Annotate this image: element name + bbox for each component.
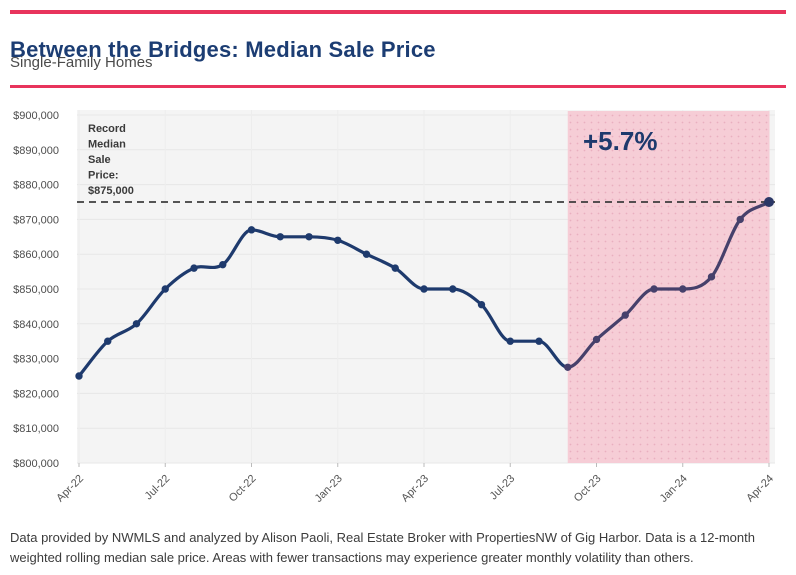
data-point: [305, 233, 313, 241]
data-point: [707, 273, 716, 281]
data-point: [132, 320, 141, 328]
y-tick-label: $810,000: [13, 423, 59, 435]
data-point: [449, 285, 457, 293]
data-point: [190, 264, 198, 272]
y-tick-label: $800,000: [13, 458, 59, 470]
source-attribution: Data provided by NWMLS and analyzed by A…: [10, 528, 792, 568]
data-point: [104, 337, 112, 345]
percent-change-label: +5.7%: [583, 126, 657, 156]
x-tick-label: Apr-24: [744, 473, 776, 505]
x-tick-label: Oct-23: [572, 473, 604, 505]
x-axis-labels: Apr-22 Jul-22 Oct-22 Jan-23 Apr-23 Jul-23 Oct-…: [54, 463, 776, 505]
data-point-markers: [75, 197, 774, 380]
shaded-region-sep23-apr24: [567, 111, 770, 463]
page-title: Between the Bridges: Median Sale Price: [10, 36, 436, 62]
data-point: [477, 300, 486, 309]
page-subtitle: Single-Family Homes: [10, 54, 153, 71]
top-accent-bar: [10, 10, 786, 14]
y-tick-label: $880,000: [13, 180, 59, 192]
x-tick-label: Apr-22: [54, 473, 86, 505]
data-point: [564, 363, 572, 371]
y-tick-label: $830,000: [13, 354, 59, 366]
data-point: [535, 337, 543, 345]
y-tick-label: $840,000: [13, 319, 59, 331]
data-point: [334, 236, 342, 244]
record-annotation-line: Price:: [88, 170, 119, 182]
median-price-line-chart: $800,000 $810,000 $820,000 $830,000 $840,000…: [13, 110, 776, 505]
record-annotation-line: $875,000: [88, 185, 134, 197]
x-tick-label: Jan-23: [313, 473, 345, 505]
data-point: [161, 285, 169, 293]
x-tick-label: Apr-23: [399, 473, 431, 505]
data-point: [247, 226, 256, 234]
data-point: [420, 285, 428, 293]
data-point: [75, 372, 83, 380]
data-point: [621, 311, 629, 319]
header-divider-bar: [10, 85, 786, 88]
x-tick-label: Oct-22: [227, 473, 259, 505]
x-tick-label: Jul-23: [488, 473, 518, 503]
data-point: [592, 335, 601, 344]
record-annotation-line: Record: [88, 123, 126, 135]
price-line-shaded-segment: [566, 200, 771, 369]
price-line: [77, 228, 570, 378]
data-point: [650, 285, 658, 293]
data-point: [276, 233, 284, 241]
y-tick-label: $820,000: [13, 388, 59, 400]
data-point: [219, 260, 227, 269]
record-price-annotation: Record Median Sale Price: $875,000: [88, 123, 134, 197]
data-point: [679, 285, 687, 293]
source-attribution-line2: weighted rolling median sale price. Area…: [10, 550, 694, 565]
record-annotation-line: Sale: [88, 154, 111, 166]
data-point: [391, 264, 399, 272]
record-annotation-line: Median: [88, 139, 126, 151]
data-point: [506, 337, 514, 345]
data-point: [736, 215, 744, 224]
x-tick-label: Jan-24: [658, 473, 690, 505]
source-attribution-line1: Data provided by NWMLS and analyzed by A…: [10, 530, 755, 545]
y-tick-label: $860,000: [13, 249, 59, 261]
y-tick-label: $850,000: [13, 284, 59, 296]
y-tick-label: $870,000: [13, 214, 59, 226]
latest-data-point: [764, 197, 774, 207]
x-tick-label: Jul-22: [143, 473, 173, 503]
data-point: [362, 250, 371, 258]
y-tick-label: $890,000: [13, 145, 59, 157]
y-axis-labels: $800,000 $810,000 $820,000 $830,000 $840,000…: [13, 110, 59, 470]
y-tick-label: $900,000: [13, 110, 59, 122]
